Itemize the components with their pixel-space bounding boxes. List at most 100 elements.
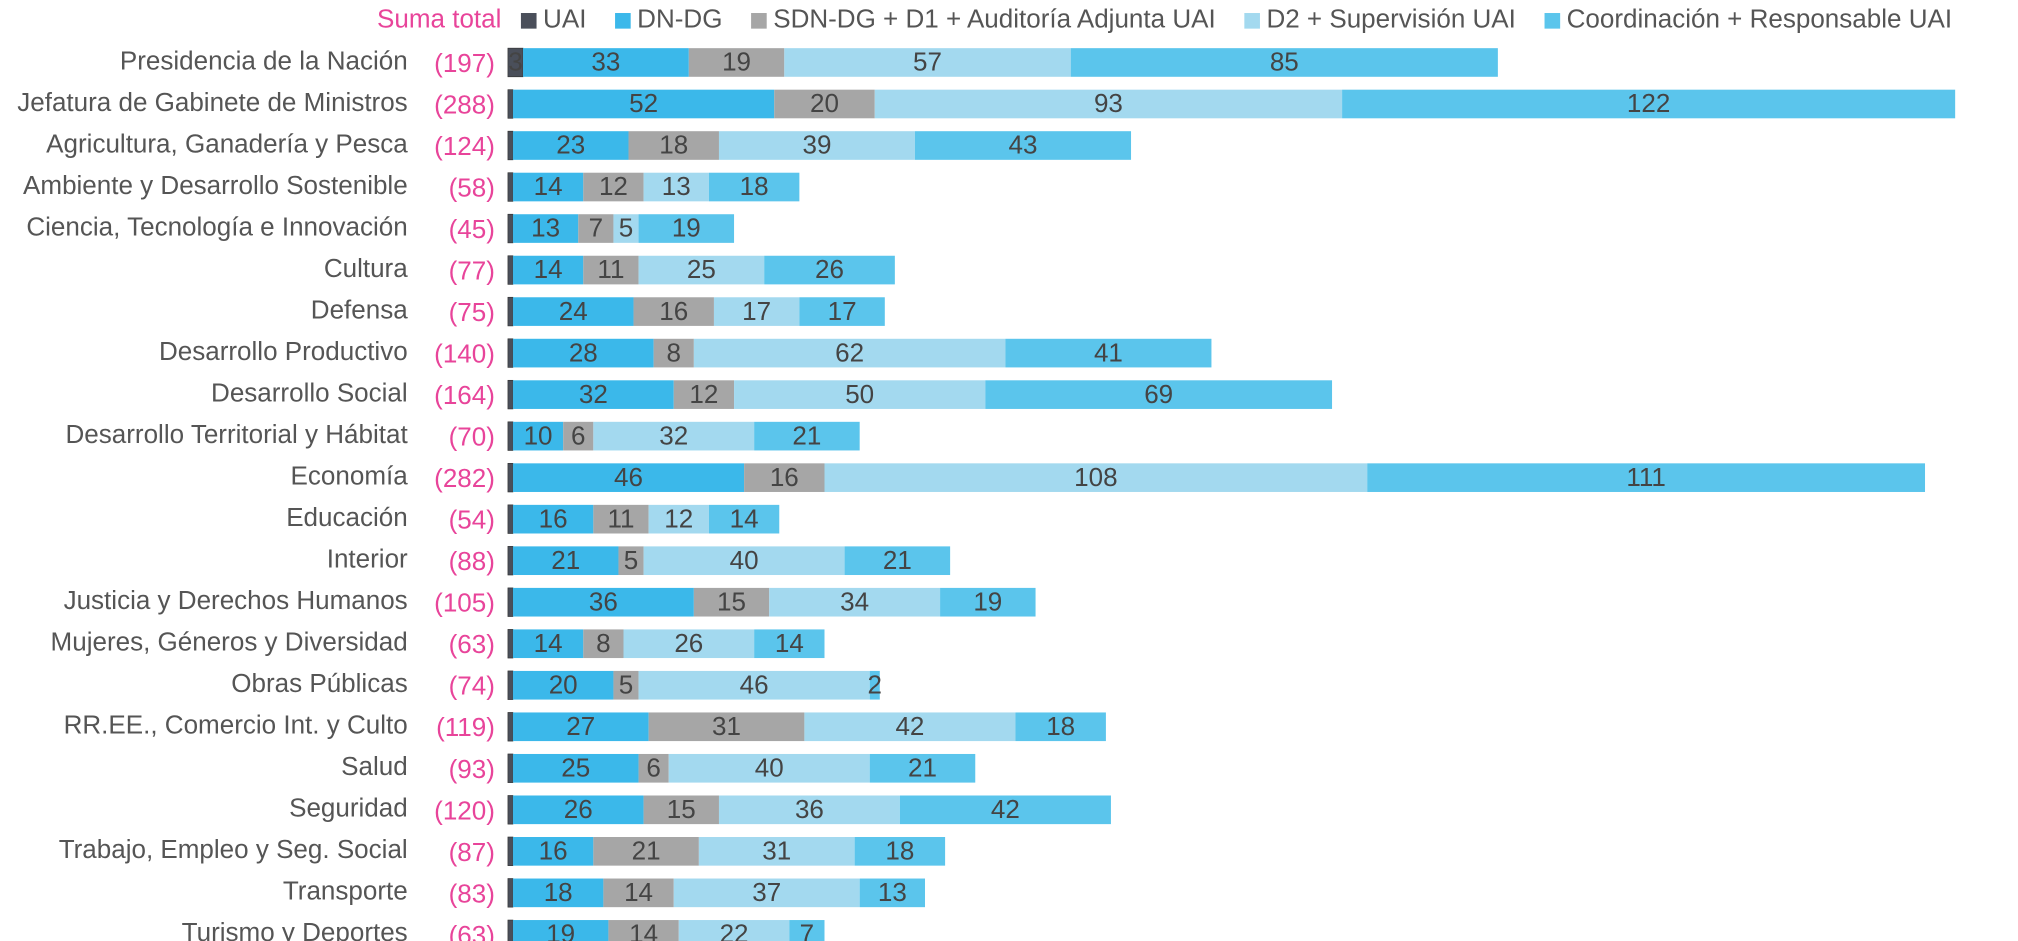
category-label: Desarrollo Territorial y Hábitat [66,419,409,449]
bar-value-label: 13 [662,171,691,201]
bar-segment [648,712,805,742]
total-label: (63) [449,920,495,941]
bar-value-label: 23 [556,130,585,160]
bar-value-label: 46 [740,669,769,699]
category-label: Ciencia, Tecnología e Innovación [26,211,407,241]
bar-segment [1005,338,1212,368]
bar-value-label: 26 [674,628,703,658]
bar-value-label: 8 [596,628,610,658]
bar-value-label: 20 [810,88,839,118]
bar-value-label: 21 [908,752,937,782]
bar-segment [608,920,679,941]
bar-segment [713,297,800,326]
total-label: (288) [434,89,495,119]
bar-value-label: 42 [991,794,1020,824]
category-label: Turismo y Deportes [182,917,408,941]
bar-value-label: 69 [1144,379,1173,409]
total-label: (140) [434,339,495,369]
legend-label: SDN-DG + D1 + Auditoría Adjunta UAI [773,4,1215,34]
bar-segment [638,214,735,243]
total-label: (124) [434,131,495,161]
bar-value-label: 6 [571,420,585,450]
bar-segment [512,172,584,202]
bar-segment [844,546,951,576]
bar-segment [643,172,709,202]
bar-segment [512,795,644,825]
category-label: Ambiente y Desarrollo Sostenible [23,170,408,200]
legend-swatch [1244,13,1260,29]
total-label: (93) [449,754,495,784]
bar-value-label: 15 [717,586,746,616]
bar-segment [1342,89,1956,119]
bar-value-label: 25 [687,254,716,284]
bar-segment [859,878,926,908]
total-label: (70) [449,422,495,452]
bar-segment [648,504,709,534]
bar-value-label: 5 [619,669,633,699]
bar-segment [522,48,689,77]
bar-segment [789,920,825,941]
bar-value-label: 16 [539,503,568,533]
bar-value-label: 12 [689,379,718,409]
bar-segment [512,546,619,576]
bar-value-label: 57 [913,47,942,77]
bar-value-label: 10 [524,420,553,450]
bar-segment [1015,712,1106,742]
bar-segment [563,421,594,451]
category-label: Justicia y Derechos Humanos [64,585,408,615]
category-label: Desarrollo Productivo [159,336,408,366]
category-label: Defensa [311,294,408,324]
bar-value-label: 62 [835,337,864,367]
category-label: Trabajo, Empleo y Seg. Social [59,834,408,864]
bar-segment [507,504,514,534]
bar-segment [673,878,860,908]
bar-segment [512,380,674,409]
bar-segment [618,546,644,576]
bar-segment [774,89,875,119]
bar-segment [512,670,614,700]
bar-segment [638,753,669,783]
bar-segment [638,670,870,700]
bar-segment [718,795,900,825]
category-label: Interior [327,544,408,574]
category-label: Obras Públicas [231,668,407,698]
bar-segment [623,629,755,659]
bar-segment [507,296,514,327]
bar-segment [593,421,755,451]
category-label: Seguridad [289,793,408,823]
bar-value-label: 20 [549,669,578,699]
category-label: Salud [341,751,408,781]
bar-segment [583,172,644,202]
bar-segment [708,172,800,202]
bar-segment [507,47,524,78]
bar-segment [512,214,579,243]
bar-value-label: 52 [629,88,658,118]
bar-segment [718,131,915,160]
bar-value-label: 7 [589,213,603,243]
bar-value-label: 5 [619,213,633,243]
bar-value-label: 2 [868,669,882,699]
bar-segment [507,587,514,617]
total-label: (54) [449,505,495,535]
bar-segment [804,712,1016,742]
bar-segment [507,670,514,700]
bar-value-label: 7 [800,919,814,941]
bar-segment [688,48,785,77]
bar-value-label: 11 [597,254,624,284]
bar-value-label: 18 [740,171,769,201]
bar-segment [507,878,514,908]
bar-segment [1070,48,1498,77]
bar-segment [512,338,654,368]
bar-value-label: 36 [589,586,618,616]
bar-segment [583,629,624,659]
legend-label: UAI [543,4,586,34]
bar-value-label: 31 [712,711,741,741]
category-label: Jefatura de Gabinete de Ministros [17,87,407,117]
bar-value-label: 93 [1094,88,1123,118]
bar-value-label: 32 [579,379,608,409]
bar-value-label: 21 [632,836,661,866]
bar-segment [734,380,986,409]
bar-segment [507,919,514,941]
bar-segment [693,338,1006,368]
